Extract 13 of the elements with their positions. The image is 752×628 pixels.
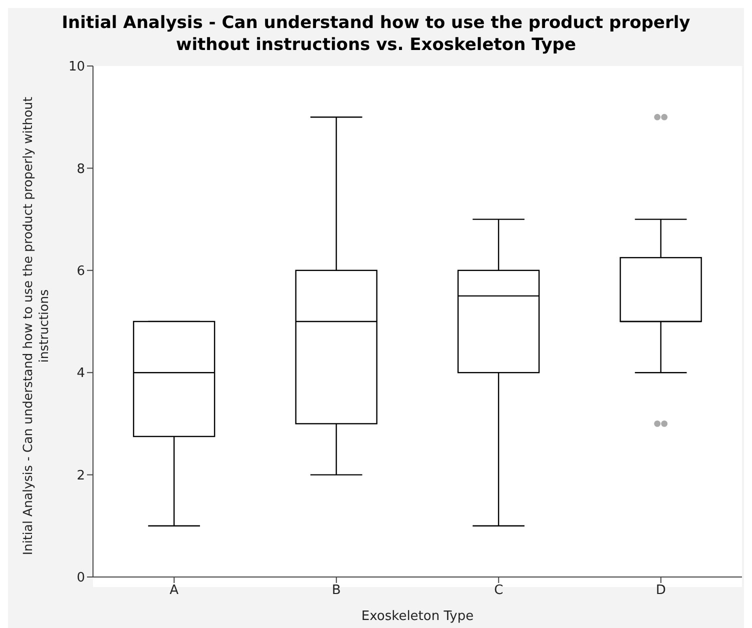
y-tick-label: 0: [76, 570, 85, 586]
x-tick-label: B: [332, 583, 341, 598]
y-axis-title: Initial Analysis - Can understand how to use the product properly without instructions: [20, 96, 52, 558]
x-tick-label: A: [170, 583, 179, 598]
y-tick-label: 8: [76, 162, 85, 177]
y-tick-label: 10: [68, 60, 85, 75]
y-tick-label: 2: [76, 468, 85, 484]
y-tick-label: 4: [76, 366, 85, 382]
x-axis-title: Exoskeleton Type: [361, 609, 474, 624]
y-tick-label: 6: [76, 264, 85, 280]
chart-title: Initial Analysis - Can understand how to use the product properly without instructions vs. Exoskeleton Type: [60, 12, 692, 56]
x-tick-label: D: [656, 583, 666, 598]
x-tick-label: C: [494, 583, 504, 598]
